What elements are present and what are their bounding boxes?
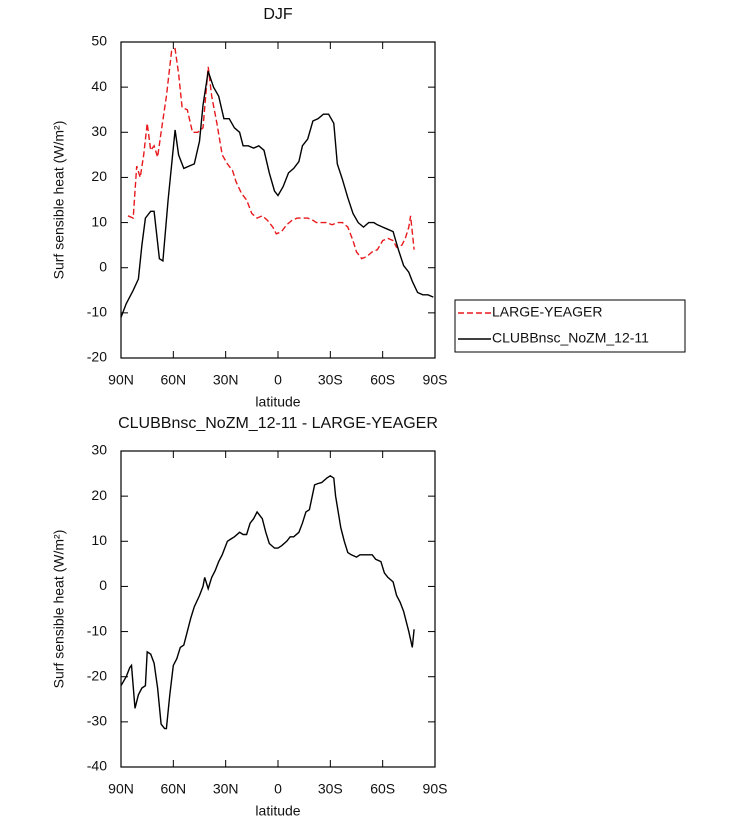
x-tick-label: 90S — [423, 372, 448, 388]
x-tick-label: 60S — [370, 372, 395, 388]
x-tick-label: 0 — [274, 372, 282, 388]
x-tick-label: 90N — [108, 372, 134, 388]
data-line — [120, 71, 434, 318]
y-tick-label: 50 — [91, 33, 107, 49]
y-tick-label: 10 — [91, 532, 107, 548]
x-tick-label: 60S — [370, 781, 395, 797]
x-tick-label: 60N — [160, 781, 186, 797]
y-tick-label: 0 — [99, 577, 107, 593]
legend-label: LARGE-YEAGER — [492, 304, 602, 320]
y-tick-label: -40 — [87, 758, 107, 774]
y-tick-label: -20 — [87, 667, 107, 683]
y-axis-label: Surf sensible heat (W/m²) — [51, 121, 67, 280]
x-tick-label: 0 — [274, 781, 282, 797]
data-line — [120, 474, 415, 730]
x-tick-label: 90N — [108, 781, 134, 797]
y-tick-label: 20 — [91, 168, 107, 184]
y-tick-label: -30 — [87, 713, 107, 729]
x-axis-label: latitude — [255, 394, 300, 410]
x-tick-label: 30N — [213, 372, 239, 388]
y-tick-label: 20 — [91, 487, 107, 503]
chart-title: DJF — [263, 6, 293, 23]
x-tick-label: 30S — [318, 781, 343, 797]
x-tick-label: 30S — [318, 372, 343, 388]
y-tick-label: 30 — [91, 123, 107, 139]
y-tick-label: 40 — [91, 78, 107, 94]
chart-title: CLUBBnsc_NoZM_12-11 - LARGE-YEAGER — [118, 415, 438, 432]
y-tick-label: -10 — [87, 622, 107, 638]
plot-frame — [120, 450, 436, 768]
legend-box — [454, 299, 686, 353]
x-tick-label: 90S — [423, 781, 448, 797]
y-tick-label: -20 — [87, 349, 107, 365]
y-tick-label: 0 — [99, 258, 107, 274]
data-line — [127, 47, 415, 260]
x-tick-label: 30N — [213, 781, 239, 797]
x-axis-label: latitude — [255, 803, 300, 819]
y-tick-label: -10 — [87, 304, 107, 320]
y-tick-label: 10 — [91, 213, 107, 229]
x-tick-label: 60N — [160, 372, 186, 388]
y-axis-label: Surf sensible heat (W/m²) — [51, 530, 67, 689]
legend-label: CLUBBnsc_NoZM_12-11 — [492, 330, 649, 346]
y-tick-label: 30 — [91, 442, 107, 458]
